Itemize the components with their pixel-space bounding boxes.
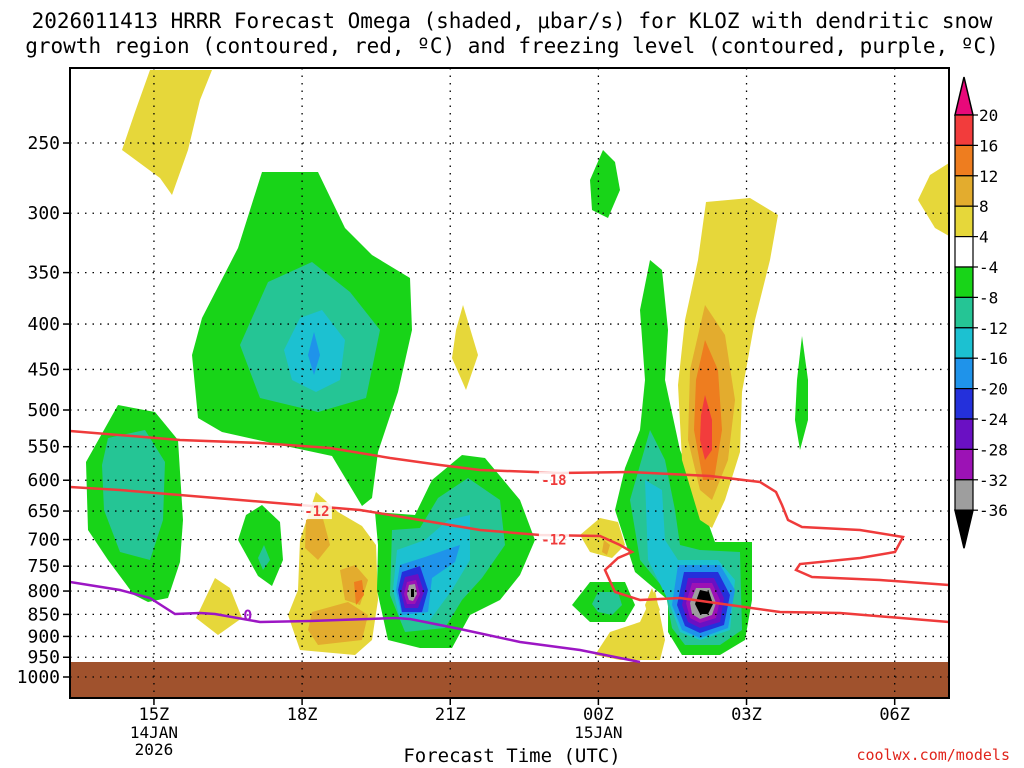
colorbar-label: -20	[979, 380, 1008, 399]
ytick-label-550: 550	[27, 437, 60, 458]
colorbar-label: -12	[979, 319, 1008, 338]
ytick-label-600: 600	[27, 470, 60, 491]
omega-subsidence-16z	[196, 578, 242, 635]
ytick-label-350: 350	[27, 263, 60, 284]
colorbar-swatch	[954, 236, 974, 268]
ytick-label-900: 900	[27, 626, 60, 647]
colorbar-label: -32	[979, 471, 1008, 490]
omega-subsidence-18z-peak	[354, 580, 364, 605]
omega-ascent-15z-inner	[102, 430, 165, 560]
colorbar-bottom-triangle	[954, 509, 974, 549]
colorbar-swatch	[954, 175, 974, 207]
omega-subsidence-18z-inner1	[305, 515, 330, 560]
omega-ascent-04z	[795, 336, 808, 450]
chart-title-line1: 2026011413 HRRR Forecast Omega (shaded, …	[31, 9, 993, 33]
colorbar-label: 4	[979, 228, 989, 247]
colorbar-swatch	[954, 448, 974, 481]
ytick-label-700: 700	[27, 530, 60, 551]
ytick-label-650: 650	[27, 501, 60, 522]
colorbar-label: -24	[979, 410, 1008, 429]
colorbar-label: 8	[979, 197, 989, 216]
credit-text: coolwx.com/models	[856, 746, 1010, 764]
colorbar-swatch	[954, 114, 974, 146]
colorbar-label: -8	[979, 288, 998, 307]
omega-ascent-00z-upper	[590, 150, 620, 218]
ytick-label-250: 250	[27, 133, 60, 154]
colorbar: 20 16 12 8 4 -4 -8 -12 -16 -20 -24 -28 -32 -36	[954, 76, 1008, 549]
colorbar-swatch	[954, 479, 974, 511]
freezing-level-label: 0	[243, 606, 252, 624]
omega-ascent-00z-low-inner	[592, 592, 622, 615]
dendritic-label: -12	[304, 504, 329, 520]
colorbar-label: -28	[979, 440, 1008, 459]
colorbar-label: 20	[979, 106, 998, 125]
xtick-sublabel-15JAN: 15JAN	[574, 723, 622, 742]
xtick-label-00Z: 00Z	[583, 705, 614, 725]
omega-subsidence-23z-inner	[602, 540, 610, 555]
xtick-label-21Z: 21Z	[435, 705, 466, 725]
chart-title-line2: growth region (contoured, red, ºC) and f…	[25, 34, 999, 58]
xtick-label-06Z: 06Z	[879, 705, 910, 725]
omega-ascent-20z-core	[411, 589, 414, 597]
omega-shading	[86, 70, 949, 660]
ytick-label-750: 750	[27, 556, 60, 577]
ytick-label-400: 400	[27, 314, 60, 335]
omega-subsidence-15z-upper	[122, 70, 212, 195]
colorbar-swatch	[954, 418, 974, 450]
colorbar-swatch	[954, 205, 974, 238]
ytick-label-500: 500	[27, 400, 60, 421]
omega-subsidence-21z	[452, 305, 478, 390]
dendritic-label-bg	[538, 471, 569, 489]
omega-subsidence-01z-low	[645, 588, 660, 622]
ytick-label-1000: 1000	[17, 667, 60, 688]
y-axis: 2503003504004505005506006507007508008509…	[17, 133, 70, 688]
colorbar-swatch	[954, 357, 974, 390]
ytick-label-300: 300	[27, 203, 60, 224]
ytick-label-850: 850	[27, 604, 60, 625]
xtick-label-18Z: 18Z	[287, 705, 318, 725]
omega-ascent-18z-peak	[308, 332, 320, 375]
colorbar-label: 16	[979, 136, 998, 155]
colorbar-swatch	[954, 327, 974, 359]
colorbar-swatch	[954, 266, 974, 298]
freezing-level	[70, 580, 641, 664]
colorbar-label: 12	[979, 167, 998, 186]
grid	[70, 68, 949, 698]
ground-fill	[70, 662, 949, 698]
dendritic-label-bg	[301, 502, 332, 520]
omega-subsidence-18z-inner2	[308, 602, 368, 645]
colorbar-label: -36	[979, 501, 1008, 520]
isotherm-minus18	[70, 429, 949, 587]
xtick-sublabel-14JAN: 14JAN	[130, 723, 178, 742]
dendritic-label: -18	[541, 473, 566, 489]
omega-subsidence-06z-upper	[918, 163, 949, 236]
xtick-sublabel-2026: 2026	[135, 740, 174, 759]
colorbar-swatch	[954, 388, 974, 420]
colorbar-swatch	[954, 144, 974, 177]
xtick-label-03Z: 03Z	[731, 705, 762, 725]
omega-ascent-17z	[238, 505, 283, 586]
omega-ascent-17z-inner	[258, 545, 270, 570]
colorbar-label: -16	[979, 349, 1008, 368]
colorbar-swatch	[954, 296, 974, 329]
plot-frame	[69, 67, 950, 699]
x-axis-label: Forecast Time (UTC)	[403, 745, 621, 767]
ytick-label-950: 950	[27, 647, 60, 668]
contour-labels: -12 -12 -18 0	[243, 471, 569, 624]
dendritic-label: -12	[541, 533, 566, 549]
dendritic-label-bg	[538, 530, 569, 548]
omega-subsidence-02z-peak	[700, 395, 712, 460]
xtick-label-15Z: 15Z	[139, 705, 170, 725]
ytick-label-450: 450	[27, 359, 60, 380]
ytick-label-800: 800	[27, 581, 60, 602]
colorbar-top-triangle	[954, 76, 974, 116]
colorbar-label: -4	[979, 258, 998, 277]
